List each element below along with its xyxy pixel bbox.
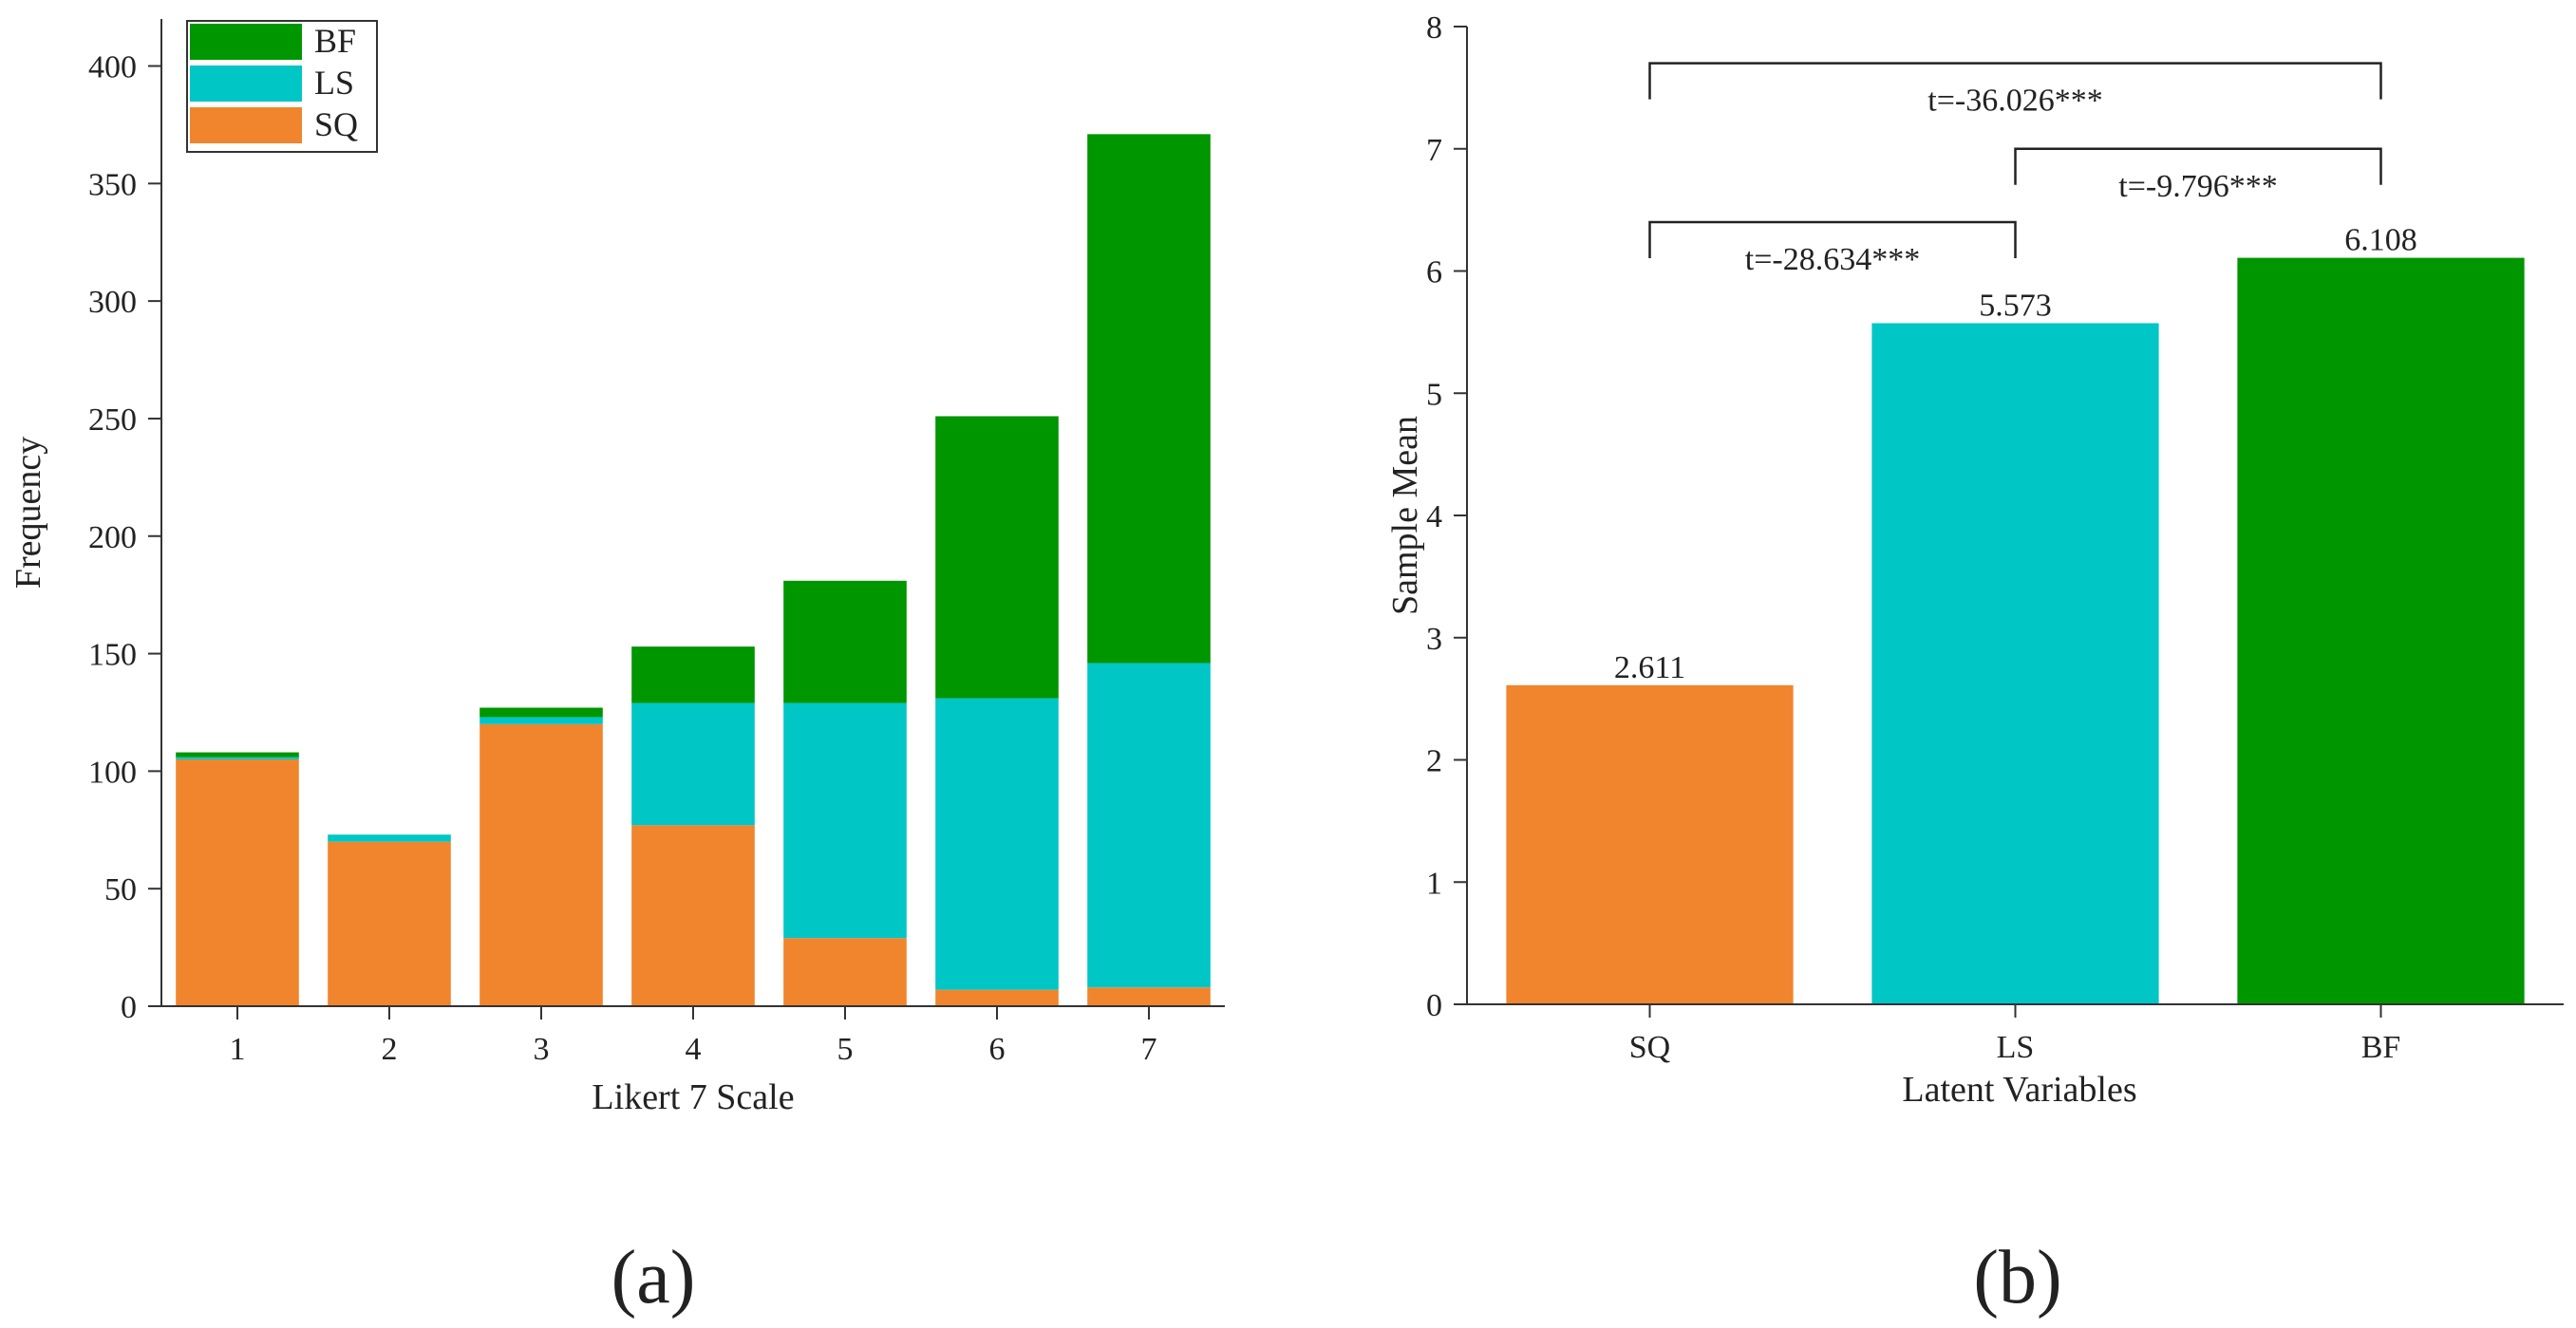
y-tick-label: 2 [1426,744,1442,779]
panel-label-b: (b) [1973,1236,2061,1319]
bar-bf-1 [176,752,299,758]
bar-group [176,134,1211,1006]
legend-label-bf: BF [314,22,356,60]
y-tick-label: 8 [1426,10,1442,46]
x-tick-label: 7 [1141,1032,1157,1067]
y-tick-label: 0 [1426,988,1442,1023]
significance-label: t=-28.634*** [1745,242,1920,277]
y-tick-label: 7 [1426,133,1442,168]
significance-bracket [1648,62,2382,100]
bar-bf-7 [1087,134,1211,664]
y-tick-label: 200 [88,520,137,555]
y-tick-label: 4 [1426,499,1442,534]
bar-sq-4 [631,825,755,1006]
x-tick-label: 5 [837,1032,854,1067]
bar-ls-5 [783,702,907,939]
y-tick-label: 250 [88,402,137,438]
y-tick-label: 400 [88,50,137,85]
x-tick-label: 3 [534,1032,550,1067]
y-axis-label: Frequency [9,437,48,589]
x-axis-label: Latent Variables [1902,1070,2136,1110]
significance-label: t=-9.796*** [2118,169,2277,204]
significance-bracket [1648,220,2017,258]
y-tick-label: 300 [88,285,137,320]
x-tick-label: LS [1997,1030,2035,1065]
data-label-sq: 2.611 [1614,650,1685,685]
y-tick-label: 50 [104,872,137,907]
bar-sq-3 [479,723,603,1006]
bar-ls-4 [631,702,755,826]
x-tick-label: 1 [230,1032,246,1067]
legend-label-ls: LS [314,64,354,102]
bar-sq [1506,684,1794,1004]
legend-swatch-ls [190,65,302,102]
y-axis-label: Sample Mean [1385,416,1425,615]
bar-bf-3 [479,707,603,718]
bar-sq-6 [935,989,1059,1006]
y-tick-label: 0 [121,990,137,1025]
x-tick-label: SQ [1629,1030,1670,1065]
y-tick-label: 6 [1426,255,1442,290]
bar-sq-1 [176,759,299,1006]
y-tick-label: 150 [88,638,137,673]
data-label-ls: 5.573 [1979,288,2052,323]
x-axis-label: Likert 7 Scale [592,1077,794,1117]
data-label-bf: 6.108 [2344,223,2417,258]
bar-sq-2 [328,841,451,1006]
y-tick-label: 5 [1426,377,1442,412]
bar-ls-7 [1087,663,1211,988]
bar-bf [2237,257,2525,1005]
x-axis-ticks: 1 2 3 4 5 6 7 [230,1006,1157,1067]
bar-ls-2 [328,834,451,842]
bar-ls-3 [479,717,603,724]
significance-label: t=-36.026*** [1927,84,2102,119]
bar-sq-7 [1087,987,1211,1006]
legend-label-sq: SQ [314,105,358,143]
x-axis-ticks: SQ LS BF [1629,1004,2401,1065]
stacked-bar-chart: 0 50 100 150 200 250 300 350 400 1 2 3 4 5 6 7 Likert … [9,19,1225,1319]
y-tick-label: 3 [1426,622,1442,657]
y-tick-label: 1 [1426,866,1442,901]
y-tick-label: 350 [88,167,137,202]
mean-bar-chart: 0 1 2 3 4 5 6 7 8 2.611 5.573 6.108 SQ LS BF t=-28.6… [1385,10,2564,1319]
bar-bf-5 [783,580,907,703]
x-tick-label: 6 [989,1032,1006,1067]
legend-swatch-bf [190,24,302,60]
x-tick-label: 4 [686,1032,702,1067]
y-tick-label: 100 [88,755,137,790]
bar-ls-1 [176,757,299,759]
y-axis-ticks: 0 1 2 3 4 5 6 7 8 [1426,10,1467,1023]
x-tick-label: BF [2361,1030,2401,1065]
significance-bracket [2014,147,2382,185]
bar-ls [1871,323,2159,1004]
bar-bf-4 [631,646,755,703]
bar-ls-6 [935,698,1059,990]
bar-bf-6 [935,416,1059,699]
x-tick-label: 2 [382,1032,398,1067]
significance-brackets: t=-28.634*** t=-9.796*** t=-36.026*** [1648,62,2382,277]
legend-swatch-sq [190,107,302,143]
panel-label-a: (a) [611,1236,696,1319]
y-axis-ticks: 0 50 100 150 200 250 300 350 400 [88,50,161,1025]
bar-sq-5 [783,938,907,1006]
bar-group: 2.611 5.573 6.108 [1506,223,2525,1005]
